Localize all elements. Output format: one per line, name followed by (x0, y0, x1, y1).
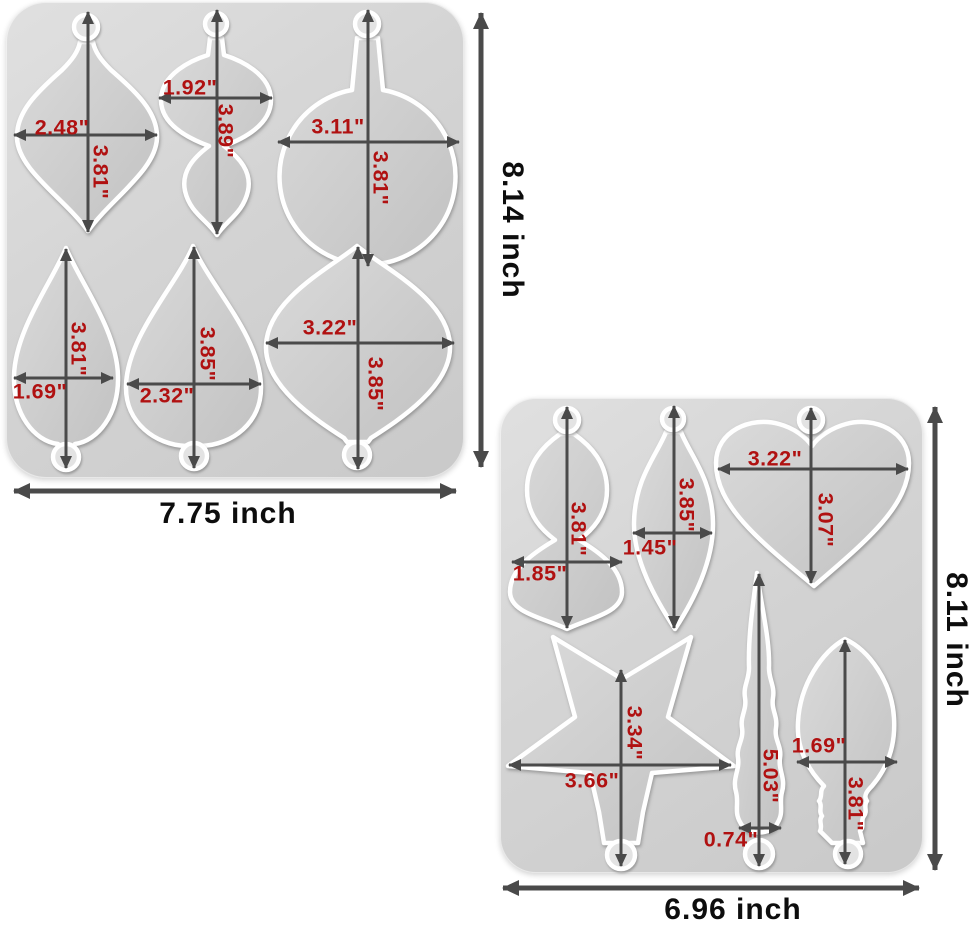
dim-label-star-height: 3.34" (622, 705, 647, 761)
left-mold-dimension-arrows (13, 8, 460, 470)
dim-label-drop-width: 2.32" (139, 383, 195, 408)
dim-label-heart-width: 3.22" (747, 446, 803, 471)
dim-label-ball-height: 3.81" (368, 150, 393, 206)
dim-label-heart-height: 3.07" (813, 492, 838, 548)
dim-label-bulb-height: 3.81" (843, 776, 868, 832)
cavity-onion-ornament-hole (71, 12, 101, 42)
dim-label-double-finial-height: 3.81" (566, 501, 591, 557)
dim-label-wide-onion-width: 3.22" (302, 315, 358, 340)
left-mold-height-label: 8.14 inch (496, 161, 529, 299)
dim-label-kite-height: 3.85" (674, 477, 699, 533)
dim-label-onion-width: 2.48" (34, 115, 90, 140)
right-mold-height-label: 8.11 inch (940, 572, 971, 708)
dim-label-kite-width: 1.45" (622, 535, 678, 560)
left-mold-width-label: 7.75 inch (159, 497, 297, 530)
dim-label-icicle-width: 0.74" (703, 827, 759, 852)
left-mold-cavities (11, 9, 458, 473)
dim-label-star-width: 3.66" (564, 768, 620, 793)
dim-label-onion-height: 3.81" (88, 144, 113, 200)
dim-label-teardrop-height: 3.81" (66, 321, 91, 377)
dim-label-drop-height: 3.85" (195, 326, 220, 382)
dim-label-finial-height: 3.89" (213, 103, 238, 159)
dim-label-wide-onion-height: 3.85" (363, 356, 388, 412)
cavity-light-bulb-hole (832, 838, 864, 870)
right-mold-width-label: 6.96 inch (664, 893, 802, 925)
dim-label-teardrop-width: 1.69" (12, 379, 68, 404)
dim-label-bulb-width: 1.69" (791, 733, 847, 758)
overall-dimension-arrows (13, 12, 943, 896)
dim-label-ball-width: 3.11" (311, 114, 365, 139)
dim-label-double-finial-width: 1.85" (512, 561, 568, 586)
dim-label-icicle-height: 5.03" (758, 748, 783, 804)
right-mold-dimension-arrows (508, 405, 909, 867)
dim-label-finial-width: 1.92" (162, 75, 218, 100)
